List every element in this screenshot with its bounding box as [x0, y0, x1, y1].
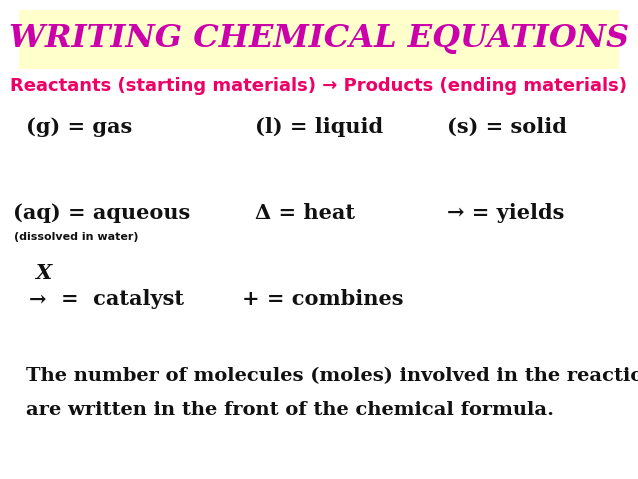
Text: WRITING CHEMICAL EQUATIONS: WRITING CHEMICAL EQUATIONS: [9, 23, 629, 54]
Text: are written in the front of the chemical formula.: are written in the front of the chemical…: [26, 400, 554, 419]
Text: (aq) = aqueous: (aq) = aqueous: [13, 203, 190, 223]
Text: Δ = heat: Δ = heat: [255, 203, 355, 223]
Text: X: X: [35, 263, 51, 283]
Text: The number of molecules (moles) involved in the reaction: The number of molecules (moles) involved…: [26, 367, 638, 385]
FancyBboxPatch shape: [19, 10, 619, 69]
Text: (g) = gas: (g) = gas: [26, 117, 132, 137]
Text: Reactants (starting materials) → Products (ending materials): Reactants (starting materials) → Product…: [10, 77, 628, 95]
Text: →: →: [29, 289, 46, 309]
Text: + = combines: + = combines: [242, 289, 404, 309]
Text: (s) = solid: (s) = solid: [447, 117, 567, 137]
Text: (dissolved in water): (dissolved in water): [14, 232, 138, 242]
Text: =  catalyst: = catalyst: [61, 289, 184, 309]
Text: (l) = liquid: (l) = liquid: [255, 117, 383, 137]
Text: → = yields: → = yields: [447, 203, 564, 223]
